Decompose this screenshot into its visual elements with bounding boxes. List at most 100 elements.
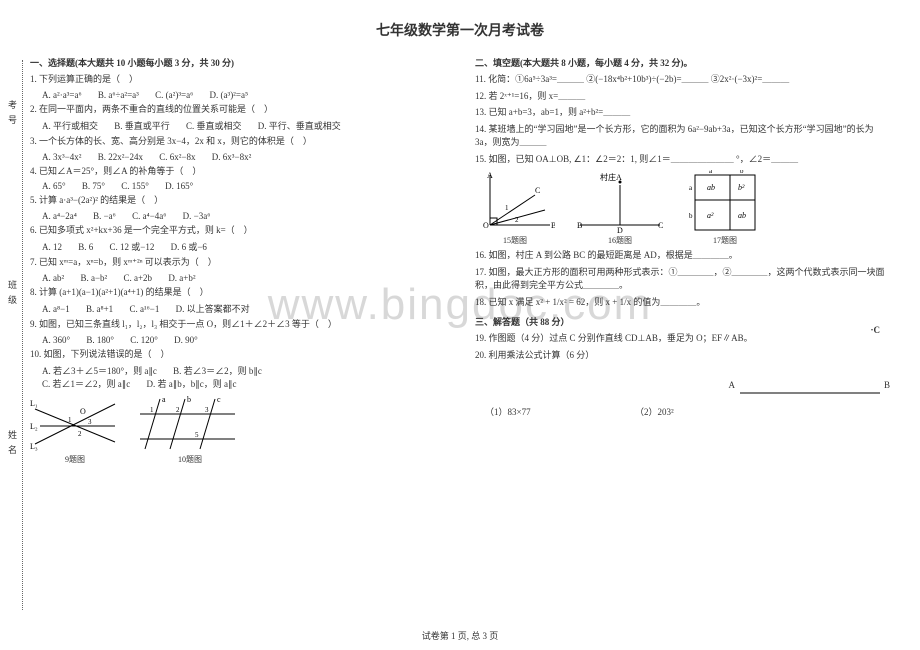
svg-text:L₁: L₁ bbox=[30, 399, 38, 408]
section1-head: 一、选择题(本大题共 10 小题每小题 3 分，共 30 分) bbox=[30, 56, 445, 69]
q4d: D. 165° bbox=[165, 181, 193, 191]
fig10-label: 10题图 bbox=[140, 454, 240, 465]
q10b: B. 若∠3＝∠2，则 b∥c bbox=[173, 366, 262, 376]
q3c: C. 6x²−8x bbox=[159, 152, 195, 162]
figure-16: B C D 村庄A 16题图 bbox=[575, 170, 665, 246]
q5: 5. 计算 a·a³−(2a²)² 的结果是（ ） bbox=[30, 194, 445, 208]
section3-head: 三、解答题（共 88 分） bbox=[475, 315, 890, 328]
svg-text:1: 1 bbox=[68, 416, 72, 424]
svg-text:O: O bbox=[483, 221, 489, 230]
q8b: B. a⁸+1 bbox=[86, 304, 113, 314]
svg-text:1: 1 bbox=[505, 204, 509, 212]
label-a: A bbox=[729, 380, 736, 390]
q10-opts: A. 若∠3＋∠5＝180°，则 a∥c B. 若∠3＝∠2，则 b∥c C. … bbox=[42, 364, 445, 390]
q2a: A. 平行或相交 bbox=[42, 121, 98, 131]
svg-text:B: B bbox=[577, 221, 582, 230]
svg-text:O: O bbox=[80, 407, 86, 416]
q20b: （2）203² bbox=[635, 405, 674, 418]
q16: 16. 如图，村庄 A 到公路 BC 的最短距离是 AD，根据是＿＿＿＿。 bbox=[475, 249, 890, 263]
q4: 4. 已知∠A＝25°，则∠A 的补角等于（ ） bbox=[30, 165, 445, 179]
q10c: C. 若∠1＝∠2，则 a∥c bbox=[42, 379, 130, 389]
svg-text:ab: ab bbox=[707, 183, 715, 192]
q1-opts: A. a²·a³=a⁶ B. a⁶÷a²=a³ C. (a²)³=a⁶ D. (… bbox=[42, 90, 445, 100]
q7: 7. 已知 xᵐ=a，xⁿ=b，则 xᵐ⁺²ⁿ 可以表示为（ ） bbox=[30, 256, 445, 270]
q1a: A. a²·a³=a⁶ bbox=[42, 90, 82, 100]
q10a: A. 若∠3＋∠5＝180°，则 a∥c bbox=[42, 366, 157, 376]
q4a: A. 65° bbox=[42, 181, 66, 191]
q17: 17. 如图，最大正方形的面积可用两种形式表示：①＿＿＿＿，②＿＿＿＿，这两个代… bbox=[475, 266, 890, 293]
figure-17: a b a b ab b² a² ab 17题图 bbox=[685, 170, 765, 246]
svg-text:b: b bbox=[740, 170, 744, 175]
svg-text:2: 2 bbox=[78, 430, 82, 438]
side-label-examno: 考号 bbox=[6, 100, 19, 130]
q20: 20. 利用乘法公式计算（6 分） bbox=[475, 349, 890, 363]
svg-text:A: A bbox=[487, 171, 493, 180]
q9d: D. 90° bbox=[174, 335, 198, 345]
q14: 14. 某班墙上的“学习园地”是一个长方形，它的面积为 6a²−9ab+3a，已… bbox=[475, 123, 890, 150]
q9b: B. 180° bbox=[86, 335, 114, 345]
fig17-label: 17题图 bbox=[685, 235, 765, 246]
svg-text:b: b bbox=[187, 395, 191, 404]
q8: 8. 计算 (a+1)(a−1)(a²+1)(a⁴+1) 的结果是（ ） bbox=[30, 286, 445, 300]
q2: 2. 在同一平面内，两条不重合的直线的位置关系可能是（ ） bbox=[30, 103, 445, 117]
svg-text:C: C bbox=[535, 186, 540, 195]
q2-opts: A. 平行或相交 B. 垂直或平行 C. 垂直或相交 D. 平行、垂直或相交 bbox=[42, 119, 445, 132]
q9c: C. 120° bbox=[130, 335, 158, 345]
svg-text:村庄A: 村庄A bbox=[600, 172, 622, 182]
right-column: 二、填空题(本大题共 8 小题，每小题 4 分，共 32 分)。 11. 化简：… bbox=[475, 50, 890, 465]
q8c: C. a¹⁶−1 bbox=[129, 304, 159, 314]
svg-text:L₂: L₂ bbox=[30, 422, 38, 431]
label-b: B bbox=[884, 380, 890, 390]
svg-text:a: a bbox=[709, 170, 713, 175]
q7a: A. ab² bbox=[42, 273, 64, 283]
q19: 19. 作图题（4 分）过点 C 分别作直线 CD⊥AB，垂足为 O；EF∥AB… bbox=[475, 332, 890, 346]
q8a: A. a⁸−1 bbox=[42, 304, 70, 314]
svg-text:B: B bbox=[551, 221, 555, 230]
q6c: C. 12 或−12 bbox=[110, 242, 155, 252]
section2-head: 二、填空题(本大题共 8 小题，每小题 4 分，共 32 分)。 bbox=[475, 56, 890, 69]
q11: 11. 化简：①6a⁵÷3a³=＿＿＿ ②(−18x⁴b²+10b³)÷(−2b… bbox=[475, 73, 890, 87]
point-c: ·C bbox=[870, 325, 880, 335]
q9: 9. 如图，已知三条直线 l₁，l₂，l₃ 相交于一点 O，则∠1＋∠2＋∠3 … bbox=[30, 318, 445, 332]
q5c: C. a⁴−4a⁶ bbox=[132, 211, 166, 221]
page-footer: 试卷第 1 页, 总 3 页 bbox=[0, 629, 920, 642]
svg-text:c: c bbox=[217, 395, 221, 404]
q1b: B. a⁶÷a²=a³ bbox=[98, 90, 139, 100]
q4-opts: A. 65° B. 75° C. 155° D. 165° bbox=[42, 181, 445, 191]
q13: 13. 已知 a+b=3，ab=1，则 a²+b²=＿＿＿ bbox=[475, 106, 890, 120]
q6b: B. 6 bbox=[78, 242, 93, 252]
svg-text:a: a bbox=[162, 395, 166, 404]
page-title: 七年级数学第一次月考试卷 bbox=[30, 20, 890, 40]
svg-text:a²: a² bbox=[707, 211, 714, 220]
q20a: （1）83×77 bbox=[485, 405, 531, 418]
left-column: 一、选择题(本大题共 10 小题每小题 3 分，共 30 分) 1. 下列运算正… bbox=[30, 50, 445, 465]
svg-text:C: C bbox=[658, 221, 663, 230]
svg-text:1: 1 bbox=[150, 406, 154, 414]
q5-opts: A. a⁴−2a⁴ B. −a⁶ C. a⁴−4a⁶ D. −3a⁶ bbox=[42, 211, 445, 221]
q6a: A. 12 bbox=[42, 242, 62, 252]
svg-text:3: 3 bbox=[205, 406, 209, 414]
q7b: B. a−b² bbox=[80, 273, 107, 283]
q10d: D. 若 a∥b，b∥c，则 a∥c bbox=[147, 379, 237, 389]
q4b: B. 75° bbox=[82, 181, 105, 191]
fig15-label: 15题图 bbox=[475, 235, 555, 246]
q7-opts: A. ab² B. a−b² C. a+2b D. a+b² bbox=[42, 273, 445, 283]
q1: 1. 下列运算正确的是（ ） bbox=[30, 73, 445, 87]
q6: 6. 已知多项式 x²+kx+36 是一个完全平方式，则 k=（ ） bbox=[30, 224, 445, 238]
q3d: D. 6x³−8x² bbox=[212, 152, 251, 162]
svg-text:D: D bbox=[617, 226, 623, 235]
figure-10: a b c 1 2 3 5 10题图 bbox=[140, 394, 240, 465]
side-label-name: 姓名 bbox=[6, 430, 19, 460]
fold-line bbox=[22, 60, 23, 610]
q10: 10. 如图，下列说法错误的是（ ） bbox=[30, 348, 445, 362]
q6d: D. 6 或−6 bbox=[171, 242, 207, 252]
q8d: D. 以上答案都不对 bbox=[176, 304, 250, 314]
q2c: C. 垂直或相交 bbox=[186, 121, 242, 131]
svg-text:b²: b² bbox=[738, 183, 745, 192]
figure-9: L₁ L₂ L₃ O 1 3 2 9题图 bbox=[30, 394, 120, 465]
svg-text:ab: ab bbox=[738, 211, 746, 220]
q1d: D. (a³)²=a⁵ bbox=[210, 90, 249, 100]
fig9-label: 9题图 bbox=[30, 454, 120, 465]
q3: 3. 一个长方体的长、宽、高分别是 3x−4，2x 和 x，则它的体积是（ ） bbox=[30, 135, 445, 149]
q4c: C. 155° bbox=[121, 181, 149, 191]
